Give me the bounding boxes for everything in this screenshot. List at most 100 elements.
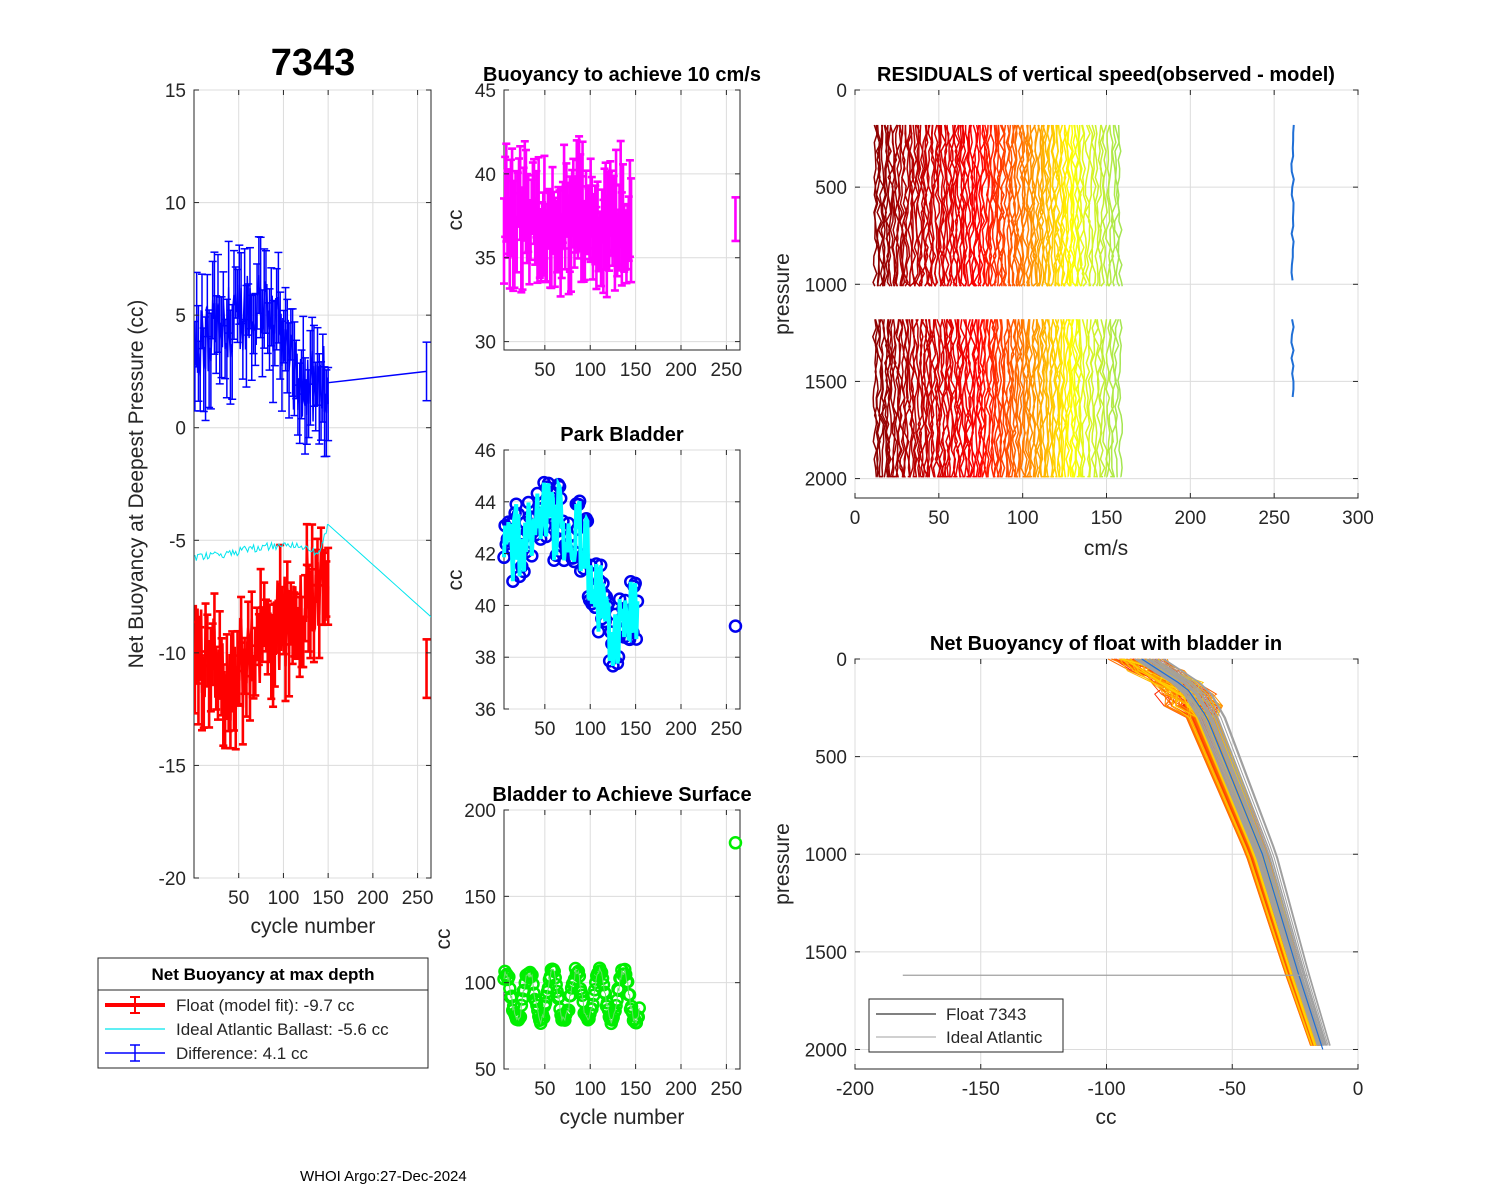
bladder-in-title: Net Buoyancy of float with bladder in — [930, 633, 1282, 655]
residual-profile — [1029, 124, 1037, 287]
residual-profile — [1093, 319, 1100, 478]
park_bladder-xtick-label: 250 — [711, 719, 743, 740]
park-bladder-ylabel: cc — [444, 570, 467, 591]
residuals-title: RESIDUALS of vertical speed(observed - m… — [877, 64, 1335, 86]
residual-profile — [944, 124, 950, 287]
net_buoyancy-ytick-label: 10 — [165, 194, 186, 215]
buoyancy_10cms-xtick-label: 150 — [620, 360, 652, 381]
residual-profile — [1078, 124, 1085, 287]
bladder-surface-axes: 50 100 150 200 250 200 150 100 50 — [464, 801, 742, 1100]
residual-profile — [897, 124, 904, 287]
buoyancy-10cms-axes: 50 100 150 200 250 45 40 35 30 — [475, 81, 742, 381]
buoyancy_10cms-xtick-label: 50 — [534, 360, 555, 381]
bladder-in-xlabel: cc — [1096, 1106, 1117, 1129]
residual-profile — [959, 124, 966, 287]
residual-profile — [930, 124, 937, 287]
park_bladder-xtick-label: 150 — [620, 719, 652, 740]
net_buoyancy-ytick-label: 15 — [165, 81, 186, 102]
surface-marker — [632, 1001, 646, 1015]
surface-marker — [594, 965, 609, 980]
residual-profile — [948, 124, 955, 287]
legend-swatch-float — [105, 996, 165, 1014]
buoyancy_10cms-ytick-label: 35 — [475, 249, 496, 270]
net_buoyancy-ytick-label: -15 — [159, 756, 186, 777]
net_buoyancy_bladder_in-xtick-label: -200 — [836, 1079, 874, 1100]
ideal-atlantic-profile — [1150, 658, 1325, 1046]
residual-profile — [1065, 124, 1071, 287]
residual-profile — [1039, 318, 1046, 478]
ideal-atlantic-profile — [1159, 658, 1329, 1046]
bladder-surface-ylabel: cc — [432, 929, 455, 950]
bladder-surface-frame — [503, 809, 741, 1070]
residual-profile — [1045, 319, 1052, 478]
net_buoyancy-ytick-label: 0 — [175, 419, 186, 440]
legend-entry-difference: Difference: 4.1 cc — [176, 1044, 308, 1063]
ideal-atlantic-profile — [1164, 658, 1331, 1046]
surface-marker — [527, 986, 541, 1001]
residual-profile — [899, 319, 906, 478]
residual-profile — [1110, 124, 1117, 287]
net-buoyancy-frame — [193, 89, 432, 879]
bladder-in-profile — [1119, 658, 1313, 1046]
residual-profile — [930, 319, 937, 478]
residual-profile — [957, 319, 964, 478]
residual-profile — [872, 124, 878, 287]
residual-profile — [1078, 319, 1085, 478]
residual-profile — [1101, 124, 1109, 287]
residual-profile — [955, 124, 962, 287]
net_buoyancy-xtick-label: 50 — [228, 888, 249, 909]
residual-profile — [1067, 124, 1074, 287]
residual-profile-latest — [1290, 319, 1295, 398]
net_buoyancy_bladder_in-xtick-label: -150 — [962, 1079, 1000, 1100]
park_bladder-xtick-label: 50 — [534, 719, 555, 740]
residual-profile — [992, 319, 1000, 478]
park-bladder-series — [497, 475, 743, 673]
residual-profile — [1110, 318, 1117, 478]
net_buoyancy-xtick-label: 250 — [402, 888, 434, 909]
surface-marker — [586, 997, 600, 1012]
main-title: 7343 — [271, 42, 356, 84]
residual-profile — [965, 124, 972, 287]
residual-profile — [1026, 124, 1033, 287]
residual-profile — [880, 124, 887, 287]
residual-profile — [1117, 319, 1124, 478]
residuals-ylabel: pressure — [771, 253, 794, 335]
residual-profile — [934, 124, 941, 287]
residual-profile — [875, 124, 883, 287]
bladder_surface-xtick-label: 200 — [665, 1079, 697, 1100]
residual-profile — [1018, 124, 1025, 287]
park_bladder-ytick-label: 36 — [475, 700, 496, 721]
residual-profile — [1056, 124, 1064, 287]
net_buoyancy-ytick-label: 5 — [175, 306, 186, 327]
residual-profile — [1059, 319, 1065, 478]
legend-entry-float: Float (model fit): -9.7 cc — [176, 996, 355, 1015]
residual-profile — [1043, 319, 1050, 478]
residual-profile — [1116, 124, 1123, 287]
residual-profile — [1020, 319, 1027, 478]
residual-profile — [1094, 124, 1100, 287]
residual-profile — [949, 124, 957, 287]
residual-profile — [1002, 124, 1009, 287]
net-buoyancy-clipped-series — [194, 236, 431, 751]
residual-profile — [897, 319, 904, 478]
bladder-in-legend-box — [868, 998, 1064, 1053]
bladder_surface-ytick-label: 100 — [464, 974, 496, 995]
residual-profile — [1023, 124, 1031, 287]
park_bladder-ytick-label: 42 — [475, 545, 496, 566]
residual-profile — [903, 124, 910, 287]
surface-marker — [596, 978, 611, 992]
net_buoyancy_bladder_in-ytick-label: 0 — [836, 650, 847, 671]
residual-profile — [1010, 319, 1017, 478]
park-outlier-marker — [728, 619, 743, 633]
ideal-atlantic-profile — [1140, 658, 1321, 1046]
residual-profile — [901, 124, 908, 287]
ideal-atlantic-profile — [1138, 658, 1320, 1046]
residuals-xtick-label: 0 — [850, 508, 861, 529]
residual-profile — [887, 319, 894, 478]
residual-profile — [942, 319, 949, 478]
park-bladder-axes: 50 100 150 200 250 46 44 42 40 38 36 — [475, 441, 742, 740]
residual-profile — [1087, 319, 1094, 478]
